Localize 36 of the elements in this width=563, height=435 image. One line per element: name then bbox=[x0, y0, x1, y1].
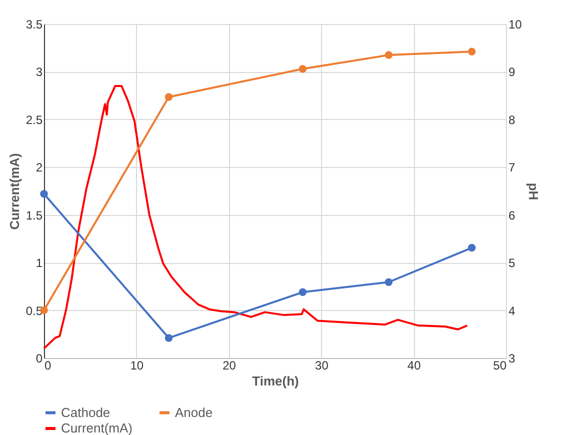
y-tick-label: 1 bbox=[36, 256, 43, 270]
y-tick-label: 3 bbox=[36, 65, 43, 80]
point bbox=[298, 64, 307, 73]
y-tick-label: 3.5 bbox=[26, 18, 43, 32]
y2-tick-label: 4 bbox=[508, 304, 516, 318]
x-tick-label: 0 bbox=[44, 358, 52, 372]
y-tick-label: 2 bbox=[36, 160, 43, 175]
y2-tick-label: 9 bbox=[508, 65, 516, 80]
legend-label: Anode bbox=[175, 404, 213, 420]
x-tick-label: 40 bbox=[407, 358, 422, 372]
point bbox=[164, 334, 173, 342]
y-tick-label: 2.5 bbox=[26, 112, 43, 127]
line-series bbox=[43, 85, 468, 350]
point bbox=[298, 288, 307, 296]
x-tick-label: 30 bbox=[315, 358, 329, 372]
y2-tick-label: 6 bbox=[508, 208, 516, 222]
x-tick-label: 10 bbox=[130, 358, 144, 372]
point bbox=[468, 244, 476, 252]
y-axis-title: Current(mA) bbox=[6, 153, 22, 230]
point bbox=[384, 51, 393, 59]
y2-tick-label: 8 bbox=[508, 112, 516, 127]
point bbox=[164, 93, 173, 101]
y2-tick-label: 5 bbox=[508, 256, 516, 270]
point bbox=[40, 190, 48, 198]
y2-tick-label: 3 bbox=[508, 352, 516, 366]
legend-label: Current(mA) bbox=[61, 420, 133, 435]
point bbox=[384, 278, 393, 286]
y2-axis-title: pH bbox=[526, 182, 541, 200]
x-axis-title: Time(h) bbox=[252, 374, 299, 388]
y2-tick-label: 7 bbox=[508, 160, 516, 175]
x-tick-label: 20 bbox=[222, 358, 236, 372]
x-tick-label: 50 bbox=[493, 358, 507, 372]
legend-label: Cathode bbox=[61, 404, 110, 420]
y2-tick-label: 10 bbox=[508, 18, 522, 32]
y-tick-label: 1.5 bbox=[26, 208, 43, 222]
point bbox=[468, 48, 476, 56]
